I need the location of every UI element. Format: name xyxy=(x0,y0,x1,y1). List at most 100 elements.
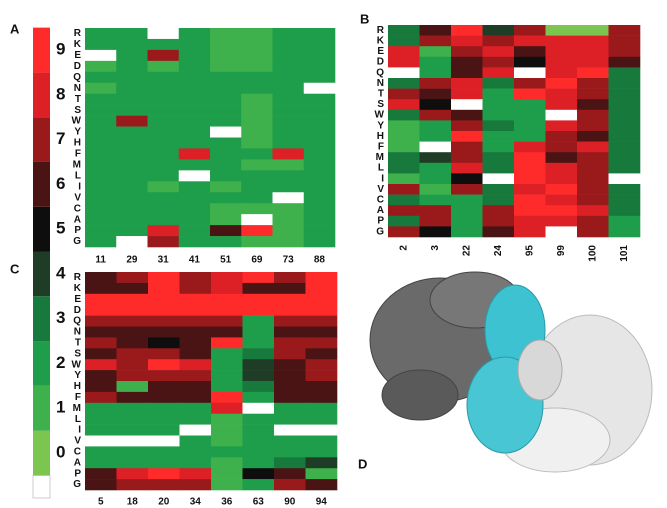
heatmap-cell xyxy=(545,35,578,47)
x-tick-label: 99 xyxy=(556,245,567,257)
y-tick-label: Q xyxy=(376,67,384,78)
heatmap-cell xyxy=(178,28,211,40)
heatmap-cell xyxy=(388,78,420,89)
heatmap-cell xyxy=(305,337,338,349)
heatmap-cell xyxy=(388,109,420,121)
heatmap-cell xyxy=(178,115,211,127)
y-tick-label: W xyxy=(72,116,82,127)
heatmap-cell xyxy=(419,215,452,227)
y-tick-label: P xyxy=(377,216,384,227)
heatmap-cell xyxy=(148,304,180,316)
heatmap-cell xyxy=(272,49,305,62)
heatmap-cell xyxy=(388,141,420,153)
y-tick-label: L xyxy=(378,163,384,174)
heatmap-cell xyxy=(85,93,117,105)
y-tick-label: I xyxy=(78,425,81,436)
heatmap-cell xyxy=(274,272,306,284)
heatmap-cell xyxy=(388,25,420,36)
heatmap-cell xyxy=(116,126,148,138)
heatmap-cell xyxy=(545,120,578,132)
heatmap-cell xyxy=(211,435,243,447)
heatmap-cell xyxy=(303,93,336,105)
heatmap-cell xyxy=(419,162,452,174)
heatmap-cell xyxy=(419,78,452,89)
heatmap-cell xyxy=(116,93,148,105)
y-tick-label: N xyxy=(74,327,81,338)
heatmap-cell xyxy=(179,272,212,284)
heatmap-cell xyxy=(116,170,148,182)
heatmap-cell xyxy=(241,170,273,182)
heatmap-cell xyxy=(179,468,212,480)
heatmap-cell xyxy=(577,35,609,47)
heatmap-cell xyxy=(147,60,180,73)
heatmap-cell xyxy=(147,181,180,193)
x-tick-label: 11 xyxy=(95,255,106,266)
heatmap-cell xyxy=(419,120,452,132)
heatmap-cell xyxy=(85,370,117,382)
heatmap-cell xyxy=(514,205,546,217)
heatmap-cell xyxy=(241,236,273,248)
heatmap-cell xyxy=(116,115,148,127)
heatmap-cell xyxy=(545,88,578,100)
heatmap-cell xyxy=(545,162,578,174)
heatmap-cell xyxy=(545,109,578,121)
y-tick-label: T xyxy=(378,89,384,100)
heatmap-cell xyxy=(242,435,275,447)
heatmap-cell xyxy=(211,337,243,349)
heatmap-cell xyxy=(178,225,211,237)
heatmap-cell xyxy=(210,115,242,127)
heatmap-cell xyxy=(514,67,546,79)
heatmap-cell xyxy=(514,25,546,36)
heatmap-cell xyxy=(577,88,609,100)
heatmap-cell xyxy=(274,424,306,436)
heatmap-cell xyxy=(451,35,483,47)
heatmap-cell xyxy=(210,203,242,215)
heatmap-cell xyxy=(272,82,305,94)
protein-surface xyxy=(369,271,653,473)
heatmap-cell xyxy=(116,413,149,425)
heatmap-cell xyxy=(147,104,180,116)
heatmap-cell xyxy=(274,446,306,458)
heatmap-cell xyxy=(148,479,180,491)
heatmap-cell xyxy=(179,304,212,316)
y-tick-label: D xyxy=(377,57,384,68)
heatmap-cell xyxy=(210,181,242,193)
heatmap-cell xyxy=(388,56,420,68)
heatmap-cell xyxy=(577,162,609,174)
heatmap-cell xyxy=(303,170,336,182)
heatmap-cell xyxy=(242,315,275,327)
heatmap-cell xyxy=(577,131,609,142)
heatmap-cell xyxy=(85,192,117,204)
y-tick-label: K xyxy=(74,283,82,294)
y-tick-label: A xyxy=(74,214,81,225)
heatmap-cell xyxy=(274,479,306,491)
heatmap-cell xyxy=(85,170,117,182)
heatmap-cell xyxy=(116,304,149,316)
heatmap-cell xyxy=(451,109,483,121)
heatmap-cell xyxy=(116,236,148,248)
heatmap-cell xyxy=(274,391,306,404)
heatmap-cell xyxy=(303,192,336,204)
heatmap-cell xyxy=(274,359,306,371)
heatmap-cell xyxy=(116,225,148,237)
y-tick-label: N xyxy=(377,78,384,89)
heatmap-cell xyxy=(419,99,452,111)
heatmap-cell xyxy=(419,35,452,47)
heatmap-cell xyxy=(85,315,117,327)
heatmap-cell xyxy=(116,315,149,327)
heatmap-cell xyxy=(85,225,117,237)
heatmap-cell xyxy=(274,402,306,414)
heatmap-cell xyxy=(241,60,273,73)
colorbar-tick-label: 5 xyxy=(56,219,65,238)
colorbar-tick-label: 4 xyxy=(56,263,66,282)
colorbar-band xyxy=(33,251,50,297)
heatmap-cell xyxy=(242,359,275,371)
heatmap-cell xyxy=(85,28,117,40)
colorbar-band xyxy=(33,72,50,118)
colorbar-band xyxy=(33,206,50,252)
heatmap-cell xyxy=(451,215,483,227)
heatmap-cell xyxy=(608,173,641,185)
heatmap-cell xyxy=(147,192,180,204)
heatmap-cell xyxy=(577,109,609,121)
heatmap-cell xyxy=(116,457,149,469)
